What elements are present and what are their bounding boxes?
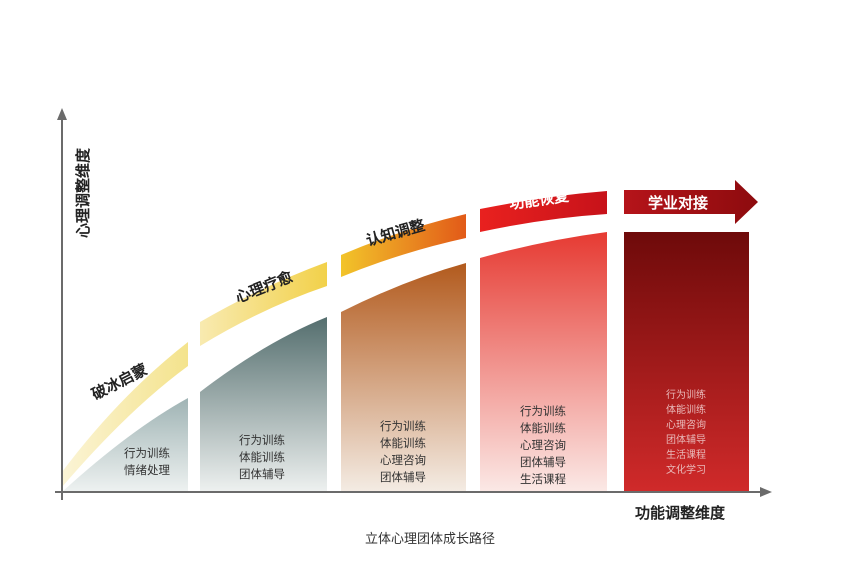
list-item: 文化学习 [666, 463, 706, 476]
stage-4-band [480, 191, 607, 232]
list-item: 团体辅导 [239, 467, 285, 481]
stage-3-items: 行为训练 体能训练 心理咨询 团体辅导 [380, 419, 426, 484]
stage-5-items: 行为训练 体能训练 心理咨询 团体辅导 生活课程 文化学习 [666, 388, 706, 476]
stage-5-area [624, 232, 749, 492]
list-item: 体能训练 [380, 436, 426, 450]
list-item: 情绪处理 [124, 463, 170, 477]
stage-4-items: 行为训练 体能训练 心理咨询 团体辅导 生活课程 [520, 404, 566, 486]
list-item: 心理咨询 [520, 438, 566, 452]
list-item: 体能训练 [239, 450, 285, 464]
stage-2-band [200, 262, 327, 346]
list-item: 团体辅导 [380, 470, 426, 484]
y-axis-label: 心理调整维度 [74, 147, 92, 238]
stage-1-items: 行为训练 情绪处理 [124, 446, 170, 477]
list-item: 体能训练 [666, 403, 706, 416]
stage-3-band [341, 214, 466, 277]
stage-2-items: 行为训练 体能训练 团体辅导 [239, 433, 285, 481]
stage-5-title: 学业对接 [648, 194, 708, 212]
x-axis-arrow-icon [760, 487, 772, 497]
stage-1-area [62, 398, 188, 492]
stage-5-arrow-band [624, 180, 758, 224]
list-item: 行为训练 [666, 388, 706, 401]
list-item: 心理咨询 [380, 453, 426, 467]
list-item: 行为训练 [380, 419, 426, 433]
list-item: 生活课程 [666, 448, 706, 461]
list-item: 行为训练 [239, 433, 285, 447]
diagram-caption: 立体心理团体成长路径 [365, 531, 495, 547]
y-axis-arrow-icon [57, 108, 67, 120]
list-item: 行为训练 [520, 404, 566, 418]
list-item: 团体辅导 [666, 433, 706, 446]
list-item: 体能训练 [520, 421, 566, 435]
stage-4-area [480, 232, 607, 492]
stage-1-band [62, 342, 188, 487]
stage-2-area [200, 317, 327, 492]
x-axis-label: 功能调整维度 [635, 504, 726, 522]
list-item: 行为训练 [124, 446, 170, 460]
list-item: 心理咨询 [666, 418, 706, 431]
stage-3-area [341, 263, 466, 492]
list-item: 团体辅导 [520, 455, 566, 469]
list-item: 生活课程 [520, 472, 566, 486]
